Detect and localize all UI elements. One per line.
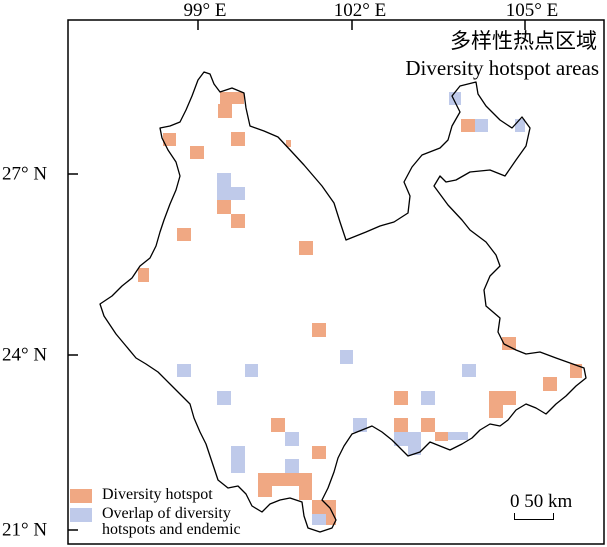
tick-marks [68,20,526,531]
hotspot-cell [570,364,582,378]
legend-item-hotspot: Diversity hotspot [70,487,282,503]
tick-label-99e: 99° E [183,0,227,21]
hotspot-cell [489,405,503,418]
overlap-cell [312,514,326,525]
hotspot-cell [312,446,326,459]
hotspot-cell [217,200,231,214]
hotspot-cell [286,140,291,147]
overlap-cell [408,446,421,455]
legend-label-hotspot: Diversity hotspot [102,486,213,503]
hotspot-cell [394,418,408,432]
hotspot-cell [502,337,516,350]
overlap-cell [245,364,258,377]
overlap-cell [217,391,231,405]
scale-zero: 0 [510,491,520,512]
hotspot-cell [163,133,176,146]
legend-item-overlap: Overlap of diversity hotspots and endemi… [70,506,282,538]
hotspot-cell [299,486,312,500]
overlap-cell [231,187,245,200]
hotspot-cell [312,500,336,514]
tick-label-24n: 24° N [2,344,48,366]
overlap-cell [285,432,299,446]
overlap-cell [177,364,191,377]
tick-label-105e: 105° E [505,0,559,21]
map-frame [67,19,605,545]
tick-label-21n: 21° N [2,519,48,541]
hotspot-cells [138,92,582,525]
hotspot-cell [461,119,475,132]
scale-value: 50 km [524,491,573,512]
hotspot-cell [543,377,557,391]
overlap-cell [462,364,476,377]
hotspot-cell [138,268,149,282]
hotspot-swatch [70,489,92,503]
overlap-cell [217,173,231,187]
tick-label-27n: 27° N [2,163,48,185]
map-legend: Diversity hotspot Overlap of diversity h… [70,487,282,541]
scale-bar-line [514,513,554,520]
hotspot-cell [231,214,245,228]
overlap-cell [231,446,245,473]
overlap-cell [515,119,525,132]
overlap-cell [285,459,299,473]
overlap-cell [394,432,421,446]
overlap-cell [353,418,367,432]
hotspot-cell [489,391,516,405]
hotspot-cell [271,418,285,432]
hotspot-cell [326,514,336,525]
hotspot-cell [258,473,312,486]
hotspot-cell [190,146,204,159]
tick-label-102e: 102° E [333,0,387,21]
overlap-cell [217,187,231,200]
hotspot-cell [435,432,448,441]
hotspot-cell [258,486,272,497]
hotspot-cell [220,92,244,104]
map-title-chinese: 多样性热点区域 [450,29,597,53]
scale-label: 0 50 km [510,492,572,511]
overlap-swatch [70,508,92,522]
overlap-cell [340,350,353,364]
overlap-cell [421,391,435,405]
yunnan-outline [99,71,587,533]
hotspot-cell [177,228,191,241]
map-title-english: Diversity hotspot areas [405,56,599,80]
scale-bar: 0 50 km [510,492,572,520]
overlap-cell [448,432,468,440]
hotspot-cell [312,323,326,337]
hotspot-cell [218,104,232,118]
hotspot-cell [421,418,435,432]
hotspot-cell [231,132,245,146]
legend-label-overlap: Overlap of diversity hotspots and endemi… [102,505,241,538]
hotspot-cell [394,391,408,405]
overlap-cell [475,119,488,132]
hotspot-cell [299,241,313,255]
